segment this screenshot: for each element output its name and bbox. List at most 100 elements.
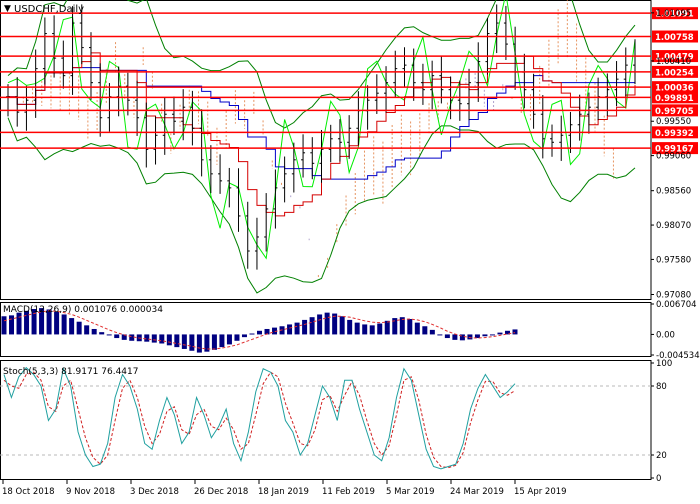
stochastic-panel: Stoch(5,3,3) 81.9171 76.4417 100 80 20 0 — [0, 359, 672, 484]
price-bar — [337, 119, 342, 162]
macd-histogram-bar — [452, 334, 458, 340]
level-tag: 1.01091 — [652, 7, 698, 20]
macd-histogram-bar — [294, 322, 300, 335]
panel-frame — [0, 360, 652, 480]
price-bar — [88, 32, 93, 100]
level-tag: 1.00036 — [652, 81, 698, 94]
macd-histogram-bar — [166, 334, 172, 346]
price-bar — [33, 49, 38, 118]
macd-title: MACD(12,26,9) 0.001076 0.000034 — [3, 305, 163, 315]
macd-histogram-bar — [332, 313, 338, 335]
macd-histogram-bar — [309, 317, 315, 335]
stoch-main-line — [3, 366, 516, 470]
price-bar — [125, 72, 130, 116]
macd-histogram-bar — [467, 334, 473, 340]
price-bar — [227, 167, 232, 208]
price-bar — [559, 115, 564, 161]
y-tick-label: -0.004534 — [656, 351, 700, 361]
macd-histogram-bar — [369, 325, 375, 335]
macd-histogram-bar — [354, 322, 360, 335]
level-tag-bg — [652, 81, 698, 94]
y-tick-label: 0.98560 — [656, 187, 691, 197]
x-tick-label: 3 Dec 2018 — [130, 487, 179, 497]
macd-histogram-bar — [144, 334, 150, 342]
level-tag-label: 1.00036 — [655, 84, 694, 94]
price-bar — [347, 115, 352, 159]
bollinger-upper-line — [7, 0, 636, 129]
macd-histogram-bar — [459, 334, 465, 341]
macd-histogram-bar — [324, 312, 330, 335]
price-bar — [319, 130, 324, 183]
level-tag: 0.99705 — [652, 104, 698, 117]
price-bar — [79, 4, 84, 65]
macd-histogram-bar — [16, 312, 22, 335]
price-bar — [439, 56, 444, 104]
macd-histogram-bar — [407, 318, 413, 335]
level-tag-label: 1.00758 — [655, 33, 694, 43]
macd-histogram-bar — [241, 334, 247, 338]
macd-histogram-bar — [504, 330, 510, 335]
price-bar — [393, 50, 398, 98]
level-tag-label: 1.00254 — [655, 68, 694, 78]
x-tick-label: 26 Dec 2018 — [194, 487, 248, 497]
macd-histogram-bar — [414, 322, 420, 335]
macd-histogram-bar — [429, 329, 435, 335]
macd-histogram-bar — [114, 334, 120, 339]
macd-histogram-bar — [317, 314, 323, 335]
price-bar — [402, 47, 407, 87]
y-tick-label: 0.98070 — [656, 221, 691, 231]
y-tick-label: 80 — [656, 382, 667, 392]
price-bar — [236, 168, 241, 232]
price-panel: 1.01091 1.00758 1.00479 1.00254 1.000360.998… — [0, 0, 698, 300]
macd-histogram-bar — [204, 334, 210, 352]
price-bar — [98, 63, 103, 137]
price-bar — [586, 92, 591, 134]
macd-histogram-bar — [272, 327, 278, 335]
level-tag-label: 0.99705 — [655, 107, 694, 117]
macd-histogram-bar — [46, 309, 52, 335]
tenkan-red-line — [8, 52, 636, 217]
macd-panel: MACD(12,26,9) 0.001076 0.000034 0.006704 0… — [0, 300, 700, 361]
price-bar — [218, 154, 223, 194]
price-bar — [208, 145, 213, 194]
level-tag: 1.00254 — [652, 65, 698, 78]
price-bar — [310, 137, 315, 180]
y-tick-label: 0.00 — [656, 330, 675, 340]
macd-signal-line — [3, 310, 516, 350]
x-tick-label: 18 Oct 2018 — [2, 487, 55, 497]
price-bar — [411, 48, 416, 101]
price-bar — [245, 201, 250, 269]
macd-histogram-bar — [69, 318, 75, 335]
symbol-timeframe-label: USDCHF,Daily — [14, 4, 84, 15]
price-bar — [374, 74, 379, 114]
y-tick-label: 1.01095 — [656, 9, 691, 19]
y-tick-label: 0.97080 — [656, 290, 691, 300]
price-bar — [467, 68, 472, 121]
macd-histogram-bar — [377, 323, 383, 335]
chart-header[interactable]: ▼ USDCHF,Daily — [4, 4, 84, 15]
macd-histogram-bar — [482, 334, 488, 337]
macd-histogram-bar — [159, 334, 165, 344]
level-tag-bg — [652, 91, 698, 104]
macd-histogram-bar — [437, 334, 443, 336]
x-tick-label: 18 Jan 2019 — [258, 487, 309, 497]
y-tick-label: 0 — [656, 474, 661, 484]
macd-histogram-bar — [287, 324, 293, 335]
level-tag: 1.00758 — [652, 30, 698, 43]
macd-histogram-bar — [226, 334, 232, 345]
macd-histogram-bar — [174, 334, 180, 348]
macd-histogram-bar — [76, 321, 82, 335]
time-axis: 18 Oct 2018 9 Nov 2018 3 Dec 2018 26 Dec 20… — [2, 480, 567, 497]
macd-histogram-bar — [39, 308, 45, 335]
macd-histogram-bar — [392, 318, 398, 335]
y-tick-label: 1.00410 — [656, 57, 691, 67]
menu-arrow-icon[interactable]: ▼ — [4, 4, 11, 14]
y-tick-label: 0.99550 — [656, 117, 691, 127]
macd-histogram-bar — [219, 334, 225, 348]
panel-frame — [0, 0, 652, 300]
macd-histogram-bar — [362, 324, 368, 335]
price-bar — [264, 193, 269, 252]
macd-histogram-bar — [489, 334, 495, 336]
y-tick-label: 0.006704 — [656, 300, 697, 310]
level-tag: 0.99167 — [652, 142, 698, 155]
